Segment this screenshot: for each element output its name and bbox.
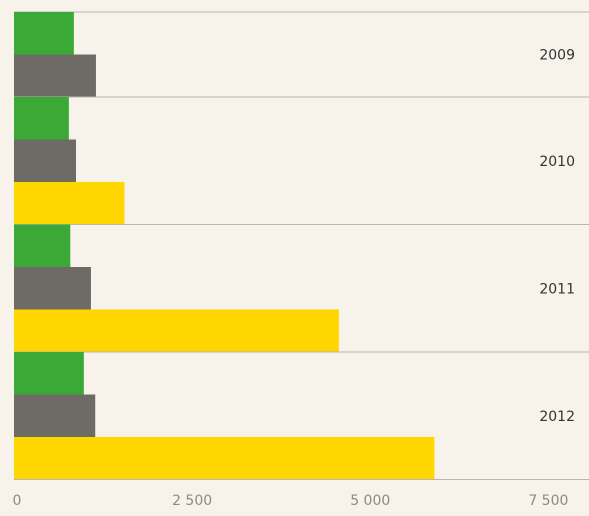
x-tick-label: 0 <box>13 493 22 509</box>
category-label: 2011 <box>539 281 575 297</box>
x-tick-label: 2 500 <box>172 493 212 509</box>
x-tick-label: 5 000 <box>350 493 390 509</box>
bar <box>14 309 339 352</box>
bar <box>14 394 96 437</box>
category-label: 2010 <box>539 154 575 170</box>
bar <box>14 97 69 140</box>
bar <box>14 12 74 55</box>
bar <box>14 182 125 225</box>
bar <box>14 352 84 395</box>
bar <box>14 139 76 182</box>
bar <box>14 437 435 480</box>
category-label: 2009 <box>539 48 575 64</box>
bar <box>14 267 91 310</box>
bar <box>14 224 71 267</box>
category-label: 2012 <box>539 409 575 425</box>
bar <box>14 54 96 97</box>
x-tick-label: 7 500 <box>528 493 568 509</box>
